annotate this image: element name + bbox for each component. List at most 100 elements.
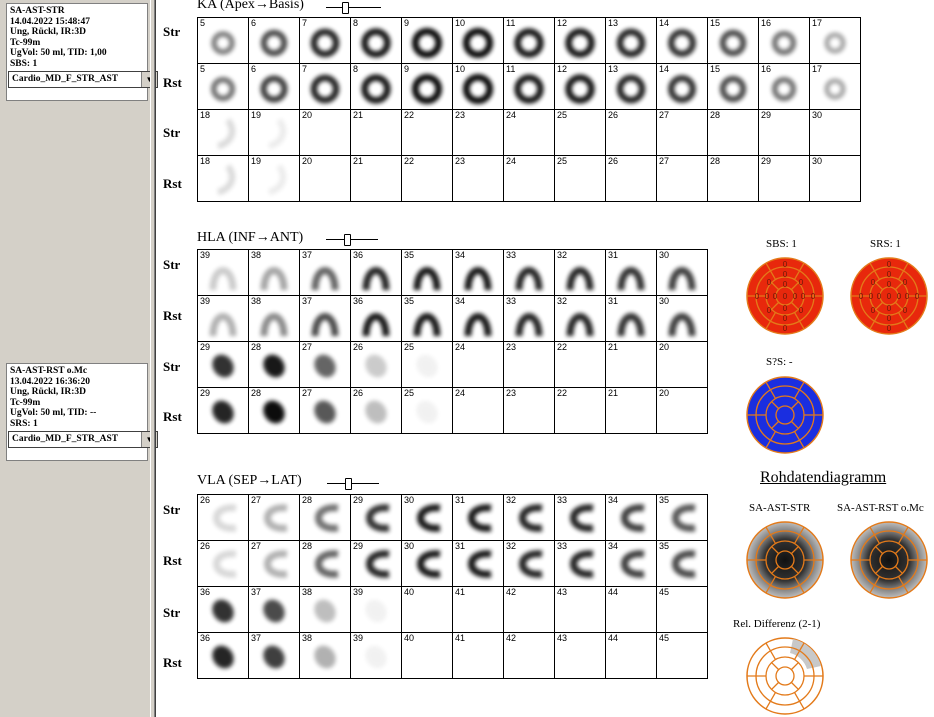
slice-cell[interactable]: 20 bbox=[657, 388, 708, 434]
slice-cell[interactable]: 26 bbox=[351, 388, 402, 434]
slice-cell[interactable]: 29 bbox=[759, 156, 810, 202]
slice-cell[interactable]: 26 bbox=[198, 541, 249, 587]
slice-cell[interactable]: 37 bbox=[300, 250, 351, 296]
slice-cell[interactable]: 9 bbox=[402, 18, 453, 64]
slider-handle[interactable] bbox=[344, 234, 351, 246]
slice-cell[interactable]: 40 bbox=[402, 587, 453, 633]
slice-cell[interactable]: 39 bbox=[198, 250, 249, 296]
slice-cell[interactable]: 27 bbox=[249, 495, 300, 541]
vla-slider[interactable] bbox=[327, 478, 379, 490]
hla-slider[interactable] bbox=[326, 234, 378, 246]
slice-cell[interactable]: 30 bbox=[657, 296, 708, 342]
slice-cell[interactable]: 25 bbox=[402, 388, 453, 434]
slice-cell[interactable]: 36 bbox=[198, 633, 249, 679]
slice-cell[interactable]: 28 bbox=[300, 541, 351, 587]
slice-cell[interactable]: 34 bbox=[453, 296, 504, 342]
slice-cell[interactable]: 27 bbox=[300, 388, 351, 434]
slice-cell[interactable]: 21 bbox=[351, 156, 402, 202]
slice-cell[interactable]: 35 bbox=[657, 541, 708, 587]
slice-cell[interactable]: 32 bbox=[504, 495, 555, 541]
slice-cell[interactable]: 30 bbox=[657, 250, 708, 296]
slice-cell[interactable]: 27 bbox=[657, 110, 708, 156]
slice-cell[interactable]: 29 bbox=[198, 388, 249, 434]
normal-db-select[interactable]: Cardio_MD_F_STR_AST ▼ bbox=[8, 431, 158, 448]
slice-cell[interactable]: 43 bbox=[555, 587, 606, 633]
slice-cell[interactable]: 27 bbox=[300, 342, 351, 388]
slice-cell[interactable]: 43 bbox=[555, 633, 606, 679]
slice-cell[interactable]: 13 bbox=[606, 18, 657, 64]
slice-cell[interactable]: 39 bbox=[351, 633, 402, 679]
slice-cell[interactable]: 24 bbox=[504, 110, 555, 156]
slice-cell[interactable]: 29 bbox=[351, 495, 402, 541]
slice-cell[interactable]: 7 bbox=[300, 64, 351, 110]
slice-cell[interactable]: 34 bbox=[606, 541, 657, 587]
slice-cell[interactable]: 30 bbox=[402, 541, 453, 587]
slice-cell[interactable]: 33 bbox=[555, 495, 606, 541]
slice-cell[interactable]: 12 bbox=[555, 64, 606, 110]
slice-cell[interactable]: 19 bbox=[249, 110, 300, 156]
slice-cell[interactable]: 25 bbox=[402, 342, 453, 388]
slice-cell[interactable]: 35 bbox=[402, 250, 453, 296]
slice-cell[interactable]: 33 bbox=[504, 250, 555, 296]
slice-cell[interactable]: 31 bbox=[606, 250, 657, 296]
slice-cell[interactable]: 26 bbox=[606, 110, 657, 156]
slice-cell[interactable]: 8 bbox=[351, 18, 402, 64]
slice-cell[interactable]: 37 bbox=[249, 633, 300, 679]
slice-cell[interactable]: 25 bbox=[555, 156, 606, 202]
slice-cell[interactable]: 37 bbox=[249, 587, 300, 633]
slice-cell[interactable]: 11 bbox=[504, 18, 555, 64]
slice-cell[interactable]: 29 bbox=[351, 541, 402, 587]
slice-cell[interactable]: 23 bbox=[504, 388, 555, 434]
slice-cell[interactable]: 45 bbox=[657, 633, 708, 679]
slice-cell[interactable]: 45 bbox=[657, 587, 708, 633]
slice-cell[interactable]: 16 bbox=[759, 64, 810, 110]
slice-cell[interactable]: 20 bbox=[657, 342, 708, 388]
slice-cell[interactable]: 27 bbox=[249, 541, 300, 587]
slice-cell[interactable]: 22 bbox=[555, 342, 606, 388]
slice-cell[interactable]: 28 bbox=[249, 388, 300, 434]
slice-cell[interactable]: 36 bbox=[351, 296, 402, 342]
slice-cell[interactable]: 30 bbox=[810, 156, 861, 202]
slice-cell[interactable]: 28 bbox=[708, 156, 759, 202]
slice-cell[interactable]: 7 bbox=[300, 18, 351, 64]
splitter[interactable] bbox=[150, 0, 156, 717]
slice-cell[interactable]: 19 bbox=[249, 156, 300, 202]
slice-cell[interactable]: 30 bbox=[810, 110, 861, 156]
slice-cell[interactable]: 15 bbox=[708, 18, 759, 64]
slice-cell[interactable]: 41 bbox=[453, 633, 504, 679]
slice-cell[interactable]: 31 bbox=[606, 296, 657, 342]
slice-cell[interactable]: 29 bbox=[759, 110, 810, 156]
slice-cell[interactable]: 34 bbox=[606, 495, 657, 541]
slider-handle[interactable] bbox=[345, 478, 352, 490]
slice-cell[interactable]: 23 bbox=[504, 342, 555, 388]
slice-cell[interactable]: 6 bbox=[249, 64, 300, 110]
slider-handle[interactable] bbox=[342, 2, 349, 14]
slice-cell[interactable]: 26 bbox=[351, 342, 402, 388]
slice-cell[interactable]: 16 bbox=[759, 18, 810, 64]
slice-cell[interactable]: 5 bbox=[198, 64, 249, 110]
slice-cell[interactable]: 20 bbox=[300, 156, 351, 202]
slice-cell[interactable]: 25 bbox=[555, 110, 606, 156]
slice-cell[interactable]: 24 bbox=[504, 156, 555, 202]
slice-cell[interactable]: 9 bbox=[402, 64, 453, 110]
slice-cell[interactable]: 36 bbox=[198, 587, 249, 633]
slice-cell[interactable]: 44 bbox=[606, 587, 657, 633]
slice-cell[interactable]: 26 bbox=[606, 156, 657, 202]
slice-cell[interactable]: 10 bbox=[453, 64, 504, 110]
slice-cell[interactable]: 20 bbox=[300, 110, 351, 156]
slice-cell[interactable]: 29 bbox=[198, 342, 249, 388]
relative-difference-polar-map[interactable] bbox=[745, 636, 825, 716]
slice-cell[interactable]: 38 bbox=[249, 250, 300, 296]
slice-cell[interactable]: 31 bbox=[453, 541, 504, 587]
slice-cell[interactable]: 44 bbox=[606, 633, 657, 679]
ka-slider[interactable] bbox=[326, 2, 381, 14]
rest-raw-polar-map[interactable] bbox=[849, 520, 929, 600]
slice-cell[interactable]: 14 bbox=[657, 18, 708, 64]
stress-raw-polar-map[interactable] bbox=[745, 520, 825, 600]
slice-cell[interactable]: 28 bbox=[708, 110, 759, 156]
slice-cell[interactable]: 35 bbox=[402, 296, 453, 342]
difference-score-polar-map[interactable] bbox=[745, 375, 825, 455]
slice-cell[interactable]: 8 bbox=[351, 64, 402, 110]
slice-cell[interactable]: 22 bbox=[402, 110, 453, 156]
